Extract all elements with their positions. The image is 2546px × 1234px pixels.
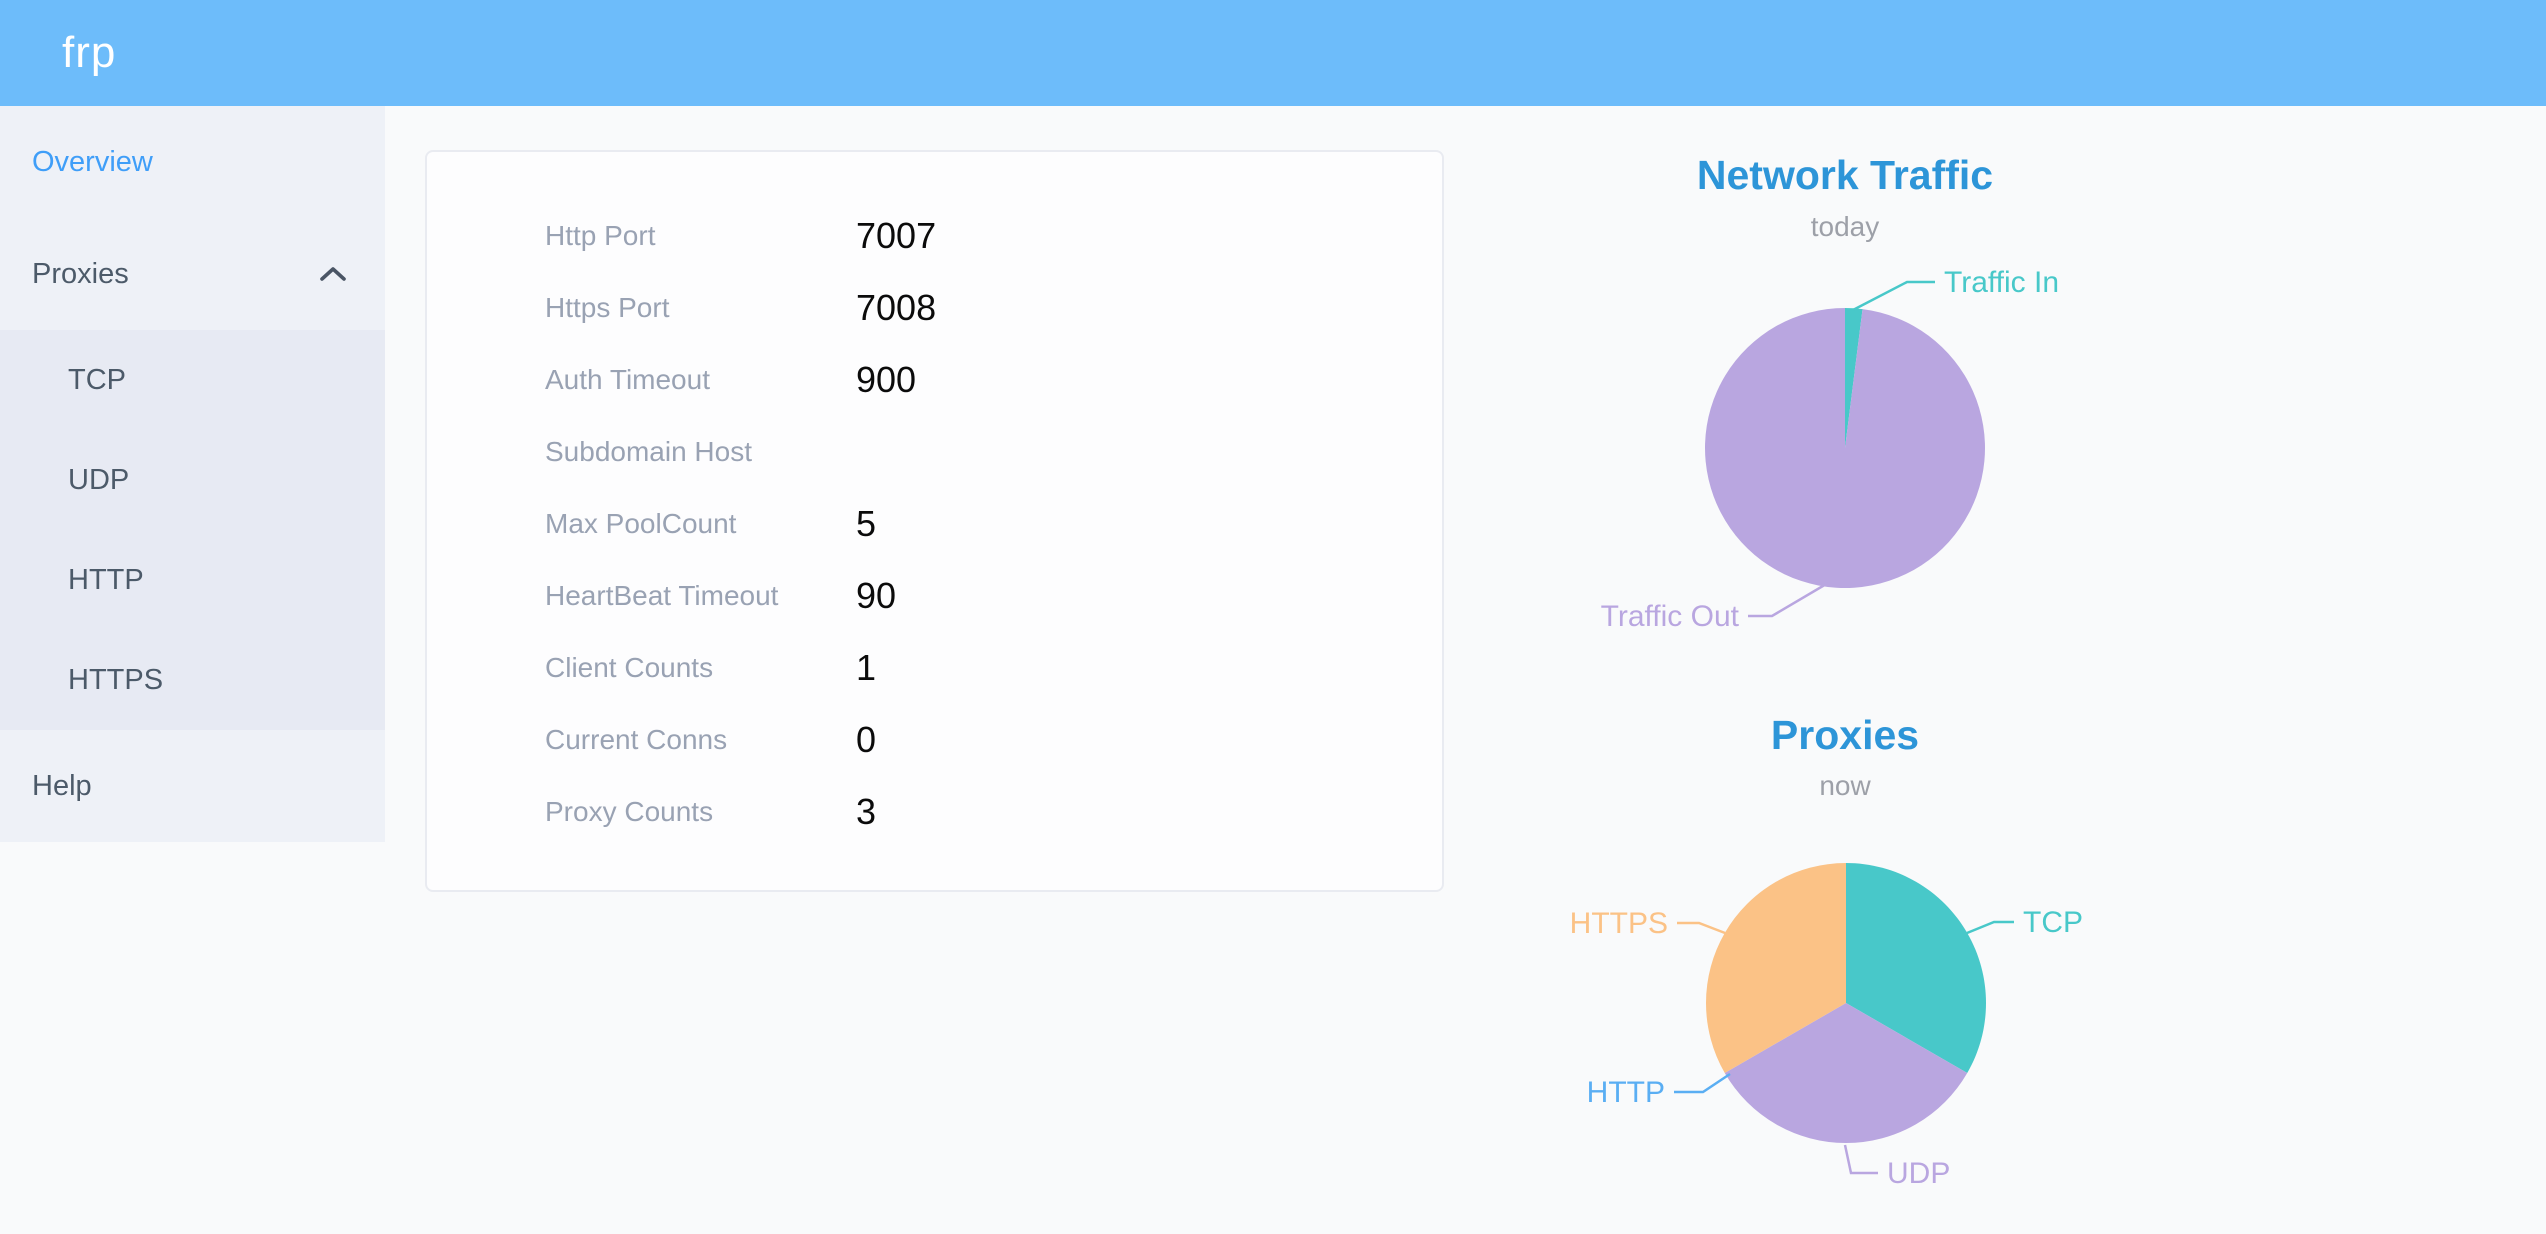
config-value: 0 (856, 719, 877, 760)
pie-label-line (1677, 921, 1726, 935)
chevron-up-icon (319, 265, 347, 283)
pie-slice-traffic-in[interactable] (1845, 308, 1863, 448)
pie-label-udp: UDP (1887, 1157, 1950, 1190)
pie-slice-udp[interactable] (1724, 1003, 1968, 1143)
config-label: Auth Timeout (545, 364, 710, 395)
config-value: 90 (856, 575, 897, 616)
config-label: Proxy Counts (545, 796, 714, 827)
sidebar-item-proxies[interactable]: Proxies (0, 218, 385, 330)
proxies-submenu: TCP UDP HTTP HTTPS (0, 330, 385, 730)
pie-label-http: HTTP (1587, 1076, 1665, 1109)
sidebar-item-label: Help (32, 769, 92, 802)
sidebar-item-http[interactable]: HTTP (0, 530, 385, 630)
sidebar-item-label: Overview (32, 145, 153, 178)
pie-slice-traffic-out[interactable] (1704, 308, 1986, 589)
pie-label-traffic-in: Traffic In (1944, 266, 2059, 299)
config-row: Http Port 7007 (427, 200, 1442, 272)
sidebar-item-tcp[interactable]: TCP (0, 330, 385, 430)
proxies-pie[interactable]: TCP UDP HTTP HTTPS (1500, 850, 2200, 1230)
pie-label-line (1966, 920, 2014, 935)
config-row: Proxy Counts 3 (427, 776, 1442, 848)
network-traffic-pie[interactable]: Traffic In Traffic Out (1500, 250, 2200, 650)
pie-label-line (1852, 280, 1935, 312)
config-row: Max PoolCount 5 (427, 488, 1442, 560)
sidebar-item-label: TCP (68, 363, 126, 396)
app-header: frp (0, 0, 2546, 106)
sidebar-item-help[interactable]: Help (0, 730, 385, 842)
config-label: HeartBeat Timeout (545, 580, 779, 611)
pie-label-tcp: TCP (2023, 906, 2083, 939)
config-label: Subdomain Host (545, 436, 753, 467)
config-row: Client Counts 1 (427, 632, 1442, 704)
config-value: 1 (856, 647, 877, 688)
proxies-title: Proxies (1770, 712, 1920, 758)
server-config-card: Http Port 7007 Https Port 7008 Auth Timeout 9… (425, 150, 1444, 892)
sidebar: Overview Proxies TCP UDP HTTP HTTPS (0, 106, 385, 842)
sidebar-item-label: UDP (68, 463, 130, 496)
sidebar-item-https[interactable]: HTTPS (0, 630, 385, 730)
config-value: 7008 (856, 287, 937, 328)
config-label: Max PoolCount (545, 508, 737, 539)
config-row: Subdomain Host (427, 416, 1442, 488)
config-label: Https Port (545, 292, 670, 323)
config-row: HeartBeat Timeout 90 (427, 560, 1442, 632)
sidebar-item-overview[interactable]: Overview (0, 106, 385, 218)
config-value: 3 (856, 791, 877, 832)
config-label: Current Conns (545, 724, 728, 755)
config-value: 900 (856, 359, 917, 400)
sidebar-item-label: HTTP (68, 563, 144, 596)
pie-slice-tcp[interactable] (1846, 863, 1987, 1073)
pie-label-line (1674, 1072, 1731, 1094)
config-label: Client Counts (545, 652, 714, 683)
pie-label-traffic-out: Traffic Out (1601, 600, 1740, 633)
config-row: Https Port 7008 (427, 272, 1442, 344)
sidebar-item-udp[interactable]: UDP (0, 430, 385, 530)
config-row: Current Conns 0 (427, 704, 1442, 776)
network-traffic-subtitle: today (1810, 211, 1880, 242)
pie-slice-https[interactable] (1706, 863, 1846, 1073)
pie-label-line (1843, 1144, 1878, 1175)
network-traffic-title: Network Traffic (1696, 152, 1994, 198)
app-logo: frp (62, 28, 117, 77)
config-row: Auth Timeout 900 (427, 344, 1442, 416)
sidebar-item-label: Proxies (32, 257, 129, 290)
proxies-subtitle: now (1819, 770, 1871, 801)
pie-label-https: HTTPS (1570, 907, 1668, 940)
config-label: Http Port (545, 220, 656, 251)
sidebar-item-label: HTTPS (68, 663, 164, 696)
pie-label-line (1748, 581, 1829, 618)
config-value: 5 (856, 503, 877, 544)
config-value: 7007 (856, 215, 937, 256)
